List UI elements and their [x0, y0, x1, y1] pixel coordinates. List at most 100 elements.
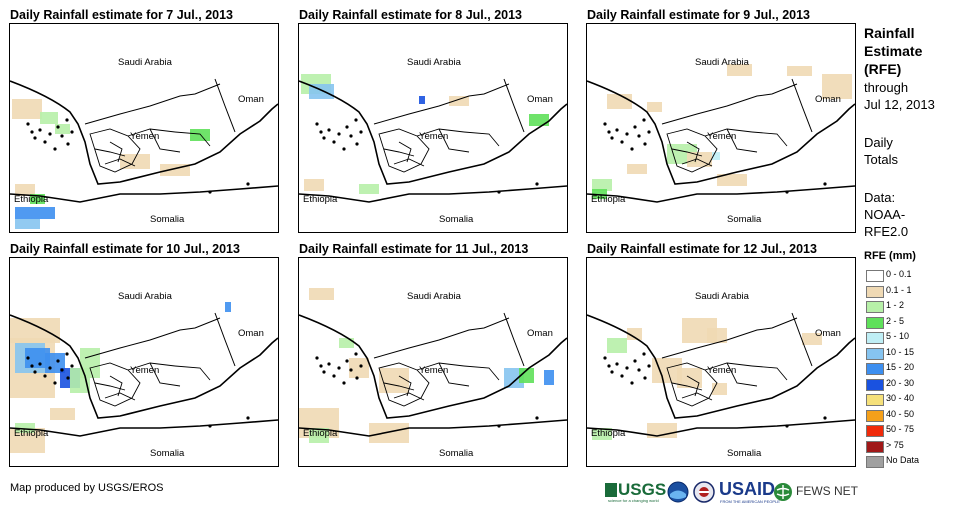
island — [345, 359, 349, 363]
island — [349, 368, 353, 372]
governorate-border — [686, 375, 700, 397]
island — [38, 128, 42, 132]
rainfall-patch — [677, 368, 702, 388]
island — [246, 182, 250, 186]
sidebar-title-line1: Rainfall — [864, 25, 915, 41]
legend-label: 0 - 0.1 — [886, 269, 912, 279]
rainfall-patch — [190, 129, 210, 141]
governorate-border — [666, 362, 718, 407]
usaid-tagline: FROM THE AMERICAN PEOPLE — [720, 499, 780, 504]
panel-title-2: Daily Rainfall estimate for 8 Jul., 2013 — [299, 8, 523, 22]
country-border — [661, 83, 798, 125]
island — [315, 356, 319, 360]
map-label-ethiopia: Ethiopia — [14, 194, 49, 205]
rainfall-patch — [309, 428, 329, 443]
country-border — [791, 312, 813, 367]
rainfall-patch — [339, 338, 354, 348]
island — [823, 182, 827, 186]
governorate-border — [681, 392, 713, 401]
logo-strip: USGS science for a changing world USAID … — [605, 479, 858, 504]
legend-swatch — [866, 425, 884, 437]
island — [603, 356, 607, 360]
governorate-border — [149, 362, 181, 387]
island — [26, 122, 30, 126]
rainfall-patch — [15, 184, 35, 196]
island — [327, 128, 331, 132]
map-label-yemen: Yemen — [130, 131, 160, 142]
panel-title-3: Daily Rainfall estimate for 9 Jul., 2013 — [587, 8, 811, 22]
island — [615, 128, 619, 132]
country-border — [84, 83, 221, 125]
legend-label: 30 - 40 — [886, 393, 915, 403]
country-border — [84, 317, 221, 359]
rainfall-patch — [15, 219, 40, 229]
island — [337, 132, 341, 136]
sidebar-title-line3: (RFE) — [864, 61, 902, 77]
legend-swatch — [866, 332, 884, 344]
island — [53, 381, 57, 385]
map-panel-6: Saudi Arabia Oman Yemen Ethiopia Somalia — [586, 257, 856, 467]
rainfall-patch — [822, 74, 852, 99]
island — [497, 190, 501, 194]
panel-title-1: Daily Rainfall estimate for 7 Jul., 2013 — [10, 8, 234, 22]
island — [38, 362, 42, 366]
rainfall-patch — [225, 302, 231, 312]
island — [66, 376, 70, 380]
governorate-border — [109, 375, 123, 397]
sidebar-data-label: Data: — [864, 190, 896, 205]
sidebar-daily: Daily — [864, 135, 893, 150]
island — [535, 182, 539, 186]
country-border — [373, 83, 510, 125]
island — [625, 132, 629, 136]
rainfall-patch — [15, 207, 55, 219]
map-svg — [10, 78, 278, 229]
dhs-seal-logo — [693, 481, 715, 508]
island — [607, 364, 611, 368]
island — [322, 370, 326, 374]
island — [345, 125, 349, 129]
map-panel-5: Saudi Arabia Oman Yemen Ethiopia Somalia — [298, 257, 568, 467]
governorate-border — [671, 382, 703, 391]
island — [785, 190, 789, 194]
governorate-border — [463, 365, 500, 381]
coastline — [587, 185, 855, 203]
map-label-oman: Oman — [238, 328, 264, 339]
governorate-border — [398, 141, 412, 163]
legend-label: 50 - 75 — [886, 424, 915, 434]
island — [359, 364, 363, 368]
map-panel-2: Saudi Arabia Oman Yemen Ethiopia Somalia — [298, 23, 568, 233]
island — [620, 140, 624, 144]
island — [607, 130, 611, 134]
coastline — [299, 419, 567, 437]
island — [60, 368, 64, 372]
island — [65, 118, 69, 122]
rainfall-patch — [349, 358, 369, 378]
rainfall-patch — [359, 184, 379, 194]
island — [315, 122, 319, 126]
governorate-border — [89, 128, 141, 173]
island — [48, 132, 52, 136]
usgs-logo: USGS — [605, 480, 666, 500]
map-label-somalia: Somalia — [439, 214, 474, 225]
sidebar-title: Rainfall Estimate (RFE) — [864, 24, 922, 78]
country-border — [373, 317, 510, 359]
legend-swatch — [866, 347, 884, 360]
island — [43, 140, 47, 144]
legend-swatch — [866, 301, 884, 313]
coastline — [587, 314, 855, 419]
legend-label: > 75 — [886, 439, 904, 450]
island — [337, 366, 341, 370]
country-border — [503, 78, 525, 133]
map-label-oman: Oman — [527, 328, 553, 339]
country-border — [503, 312, 525, 367]
map-label-oman: Oman — [815, 328, 841, 339]
island — [354, 118, 358, 122]
map-label-ethiopia: Ethiopia — [591, 194, 626, 205]
rainfall-patch — [707, 328, 727, 343]
governorate-border — [109, 141, 123, 163]
governorate-border — [393, 392, 425, 401]
island — [208, 190, 212, 194]
map-label-yemen: Yemen — [419, 131, 449, 142]
rainfall-patch — [50, 408, 75, 420]
map-svg — [299, 288, 567, 443]
